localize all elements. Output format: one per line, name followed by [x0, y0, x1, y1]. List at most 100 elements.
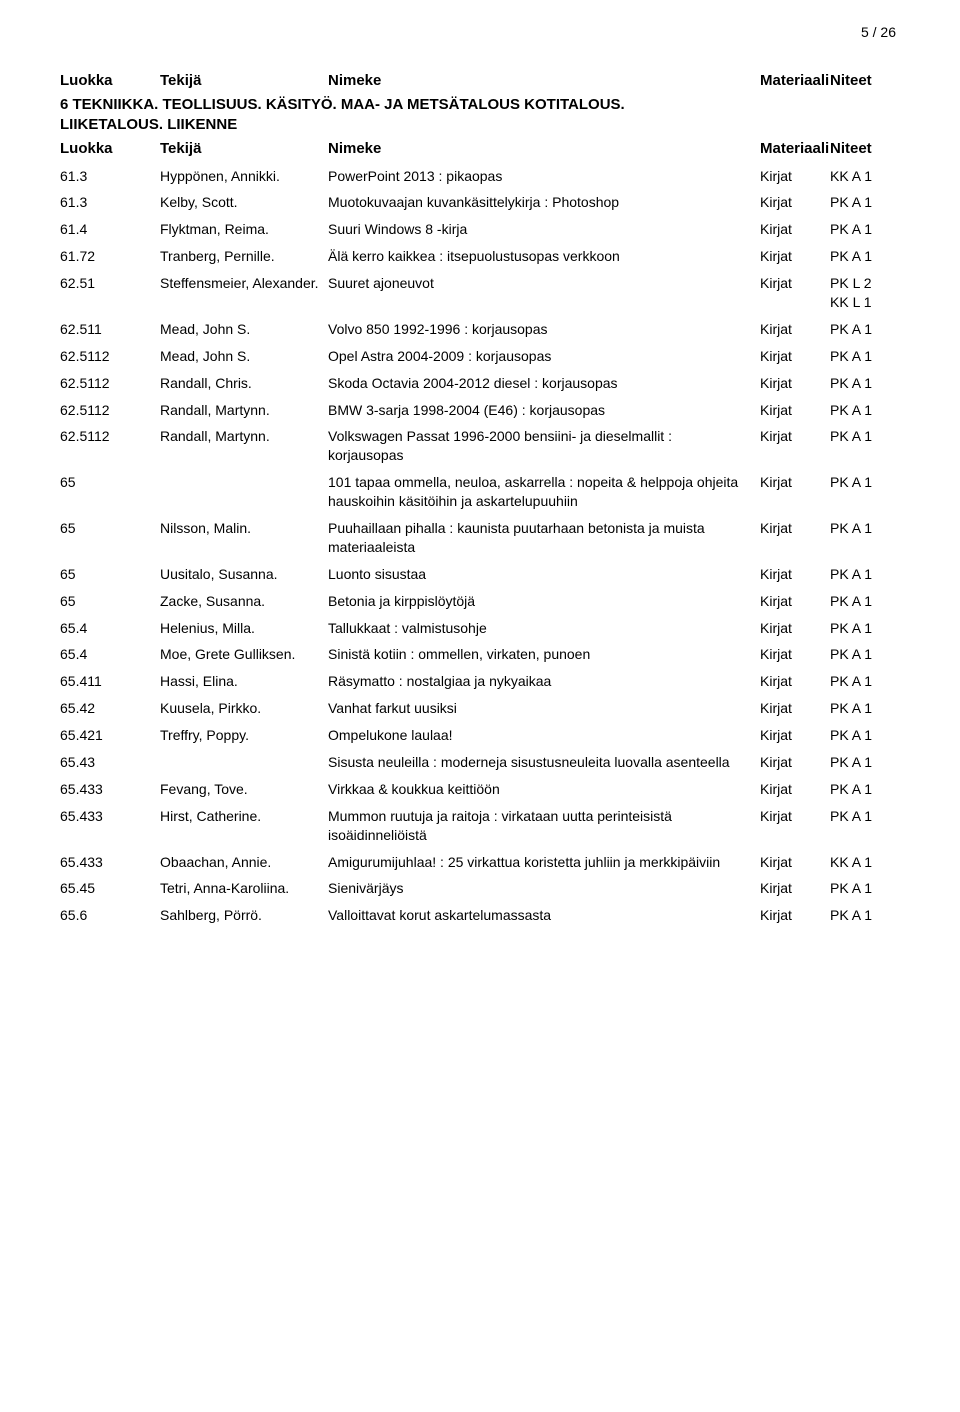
col-header-niteet-2: Niteet	[830, 140, 900, 157]
col-header-nimeke-2: Nimeke	[328, 140, 760, 157]
table-row: 61.3Hyppönen, Annikki.PowerPoint 2013 : …	[60, 167, 900, 186]
table-header-sub: Luokka Tekijä Nimeke Materiaali Niteet	[60, 140, 900, 157]
col-header-luokka: Luokka	[60, 72, 160, 89]
cell-tekija: Randall, Chris.	[160, 374, 328, 393]
cell-materiaali: Kirjat	[760, 672, 830, 691]
cell-nimeke: Skoda Octavia 2004-2012 diesel : korjaus…	[328, 374, 760, 393]
cell-luokka: 65	[60, 592, 160, 611]
cell-nimeke: Virkkaa & koukkua keittiöön	[328, 780, 760, 799]
cell-luokka: 62.5112	[60, 427, 160, 446]
cell-materiaali: Kirjat	[760, 619, 830, 638]
cell-tekija: Moe, Grete Gulliksen.	[160, 645, 328, 664]
section-title: 6 TEKNIIKKA. TEOLLISUUS. KÄSITYÖ. MAA- J…	[60, 95, 900, 136]
cell-materiaali: Kirjat	[760, 320, 830, 339]
cell-materiaali: Kirjat	[760, 247, 830, 266]
cell-luokka: 62.511	[60, 320, 160, 339]
cell-niteet: PK A 1	[830, 320, 900, 339]
table-row: 61.3Kelby, Scott.Muotokuvaajan kuvankäsi…	[60, 193, 900, 212]
cell-luokka: 65.4	[60, 645, 160, 664]
cell-niteet: PK A 1	[830, 906, 900, 925]
cell-materiaali: Kirjat	[760, 879, 830, 898]
cell-niteet: PK A 1	[830, 473, 900, 492]
cell-niteet: PK A 1	[830, 672, 900, 691]
cell-luokka: 65	[60, 519, 160, 538]
table-row: 65Zacke, Susanna.Betonia ja kirppislöytö…	[60, 592, 900, 611]
cell-nimeke: Sienivärjäys	[328, 879, 760, 898]
cell-luokka: 61.72	[60, 247, 160, 266]
table-row: 65101 tapaa ommella, neuloa, askarrella …	[60, 473, 900, 511]
table-row: 62.51Steffensmeier, Alexander.Suuret ajo…	[60, 274, 900, 312]
cell-nimeke: PowerPoint 2013 : pikaopas	[328, 167, 760, 186]
col-header-materiaali: Materiaali	[760, 72, 830, 89]
cell-luokka: 62.5112	[60, 374, 160, 393]
cell-luokka: 65.45	[60, 879, 160, 898]
table-row: 62.5112Randall, Martynn.BMW 3-sarja 1998…	[60, 401, 900, 420]
cell-nimeke: Muotokuvaajan kuvankäsittelykirja : Phot…	[328, 193, 760, 212]
table-row: 65.45Tetri, Anna-Karoliina.SienivärjäysK…	[60, 879, 900, 898]
cell-materiaali: Kirjat	[760, 699, 830, 718]
cell-luokka: 62.51	[60, 274, 160, 293]
cell-nimeke: Sinistä kotiin : ommellen, virkaten, pun…	[328, 645, 760, 664]
cell-tekija: Treffry, Poppy.	[160, 726, 328, 745]
cell-materiaali: Kirjat	[760, 592, 830, 611]
table-row: 62.5112Mead, John S.Opel Astra 2004-2009…	[60, 347, 900, 366]
table-body: 61.3Hyppönen, Annikki.PowerPoint 2013 : …	[60, 167, 900, 926]
cell-luokka: 65.43	[60, 753, 160, 772]
table-row: 65.421Treffry, Poppy.Ompelukone laulaa!K…	[60, 726, 900, 745]
cell-nimeke: Tallukkaat : valmistusohje	[328, 619, 760, 638]
col-header-tekija: Tekijä	[160, 72, 328, 89]
cell-luokka: 65.4	[60, 619, 160, 638]
cell-nimeke: Vanhat farkut uusiksi	[328, 699, 760, 718]
cell-niteet: PK A 1	[830, 699, 900, 718]
cell-tekija: Kuusela, Pirkko.	[160, 699, 328, 718]
cell-materiaali: Kirjat	[760, 645, 830, 664]
cell-materiaali: Kirjat	[760, 853, 830, 872]
cell-nimeke: 101 tapaa ommella, neuloa, askarrella : …	[328, 473, 760, 511]
cell-nimeke: Betonia ja kirppislöytöjä	[328, 592, 760, 611]
cell-tekija: Hirst, Catherine.	[160, 807, 328, 826]
cell-materiaali: Kirjat	[760, 401, 830, 420]
cell-nimeke: BMW 3-sarja 1998-2004 (E46) : korjausopa…	[328, 401, 760, 420]
cell-nimeke: Volkswagen Passat 1996-2000 bensiini- ja…	[328, 427, 760, 465]
cell-luokka: 65.433	[60, 853, 160, 872]
table-row: 61.72Tranberg, Pernille.Älä kerro kaikke…	[60, 247, 900, 266]
cell-nimeke: Räsymatto : nostalgiaa ja nykyaikaa	[328, 672, 760, 691]
cell-tekija: Mead, John S.	[160, 347, 328, 366]
cell-tekija: Randall, Martynn.	[160, 401, 328, 420]
cell-niteet: PK A 1	[830, 753, 900, 772]
cell-niteet: PK A 1	[830, 193, 900, 212]
cell-materiaali: Kirjat	[760, 427, 830, 446]
cell-tekija: Obaachan, Annie.	[160, 853, 328, 872]
cell-tekija: Hassi, Elina.	[160, 672, 328, 691]
cell-tekija: Helenius, Milla.	[160, 619, 328, 638]
table-row: 62.5112Randall, Chris.Skoda Octavia 2004…	[60, 374, 900, 393]
cell-luokka: 61.3	[60, 167, 160, 186]
cell-materiaali: Kirjat	[760, 274, 830, 293]
cell-materiaali: Kirjat	[760, 807, 830, 826]
cell-tekija: Randall, Martynn.	[160, 427, 328, 446]
cell-nimeke: Valloittavat korut askartelumassasta	[328, 906, 760, 925]
cell-nimeke: Suuret ajoneuvot	[328, 274, 760, 293]
cell-tekija: Fevang, Tove.	[160, 780, 328, 799]
cell-materiaali: Kirjat	[760, 726, 830, 745]
table-row: 65.4Helenius, Milla.Tallukkaat : valmist…	[60, 619, 900, 638]
table-row: 65.6Sahlberg, Pörrö.Valloittavat korut a…	[60, 906, 900, 925]
cell-materiaali: Kirjat	[760, 473, 830, 492]
cell-luokka: 65.433	[60, 780, 160, 799]
cell-tekija: Nilsson, Malin.	[160, 519, 328, 538]
table-row: 62.5112Randall, Martynn.Volkswagen Passa…	[60, 427, 900, 465]
col-header-luokka-2: Luokka	[60, 140, 160, 157]
cell-materiaali: Kirjat	[760, 780, 830, 799]
cell-niteet: PK A 1	[830, 807, 900, 826]
cell-niteet: PK A 1	[830, 645, 900, 664]
table-row: 65Nilsson, Malin.Puuhaillaan pihalla : k…	[60, 519, 900, 557]
cell-tekija: Sahlberg, Pörrö.	[160, 906, 328, 925]
cell-tekija: Uusitalo, Susanna.	[160, 565, 328, 584]
cell-luokka: 62.5112	[60, 401, 160, 420]
cell-niteet: PK A 1	[830, 247, 900, 266]
cell-niteet: PK A 1	[830, 879, 900, 898]
cell-materiaali: Kirjat	[760, 220, 830, 239]
cell-luokka: 62.5112	[60, 347, 160, 366]
table-row: 65.433Hirst, Catherine.Mummon ruutuja ja…	[60, 807, 900, 845]
cell-tekija: Kelby, Scott.	[160, 193, 328, 212]
